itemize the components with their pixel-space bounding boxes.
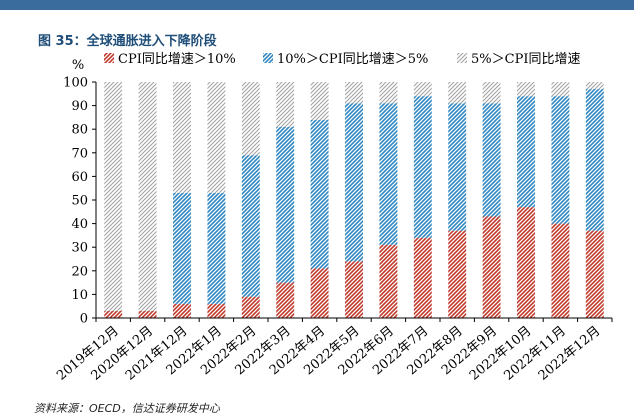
bar-segment-2-6	[310, 82, 329, 120]
y-tick-label-90: 90	[71, 99, 88, 114]
bar-segment-1-3	[207, 192, 226, 304]
bar-segment-1-8	[379, 103, 398, 245]
bar-segment-2-3	[207, 82, 226, 193]
y-tick-label-70: 70	[71, 146, 88, 161]
bar-segment-2-5	[276, 82, 295, 127]
y-tick-label-100: 100	[63, 76, 88, 91]
legend-label-0: CPI同比增速＞10%	[118, 52, 236, 67]
source-note: 资料来源：OECD，信达证券研发中心	[34, 402, 220, 415]
bar-segment-1-12	[517, 96, 535, 208]
y-tick-label-20: 20	[71, 264, 88, 279]
bar-segment-1-4	[241, 155, 260, 297]
bar-segment-0-3	[207, 303, 226, 318]
bar-segment-1-13	[551, 96, 570, 224]
y-tick-label-60: 60	[71, 170, 88, 185]
bar-segment-1-9	[413, 96, 432, 238]
header-bar	[0, 0, 634, 10]
legend-label-1: 10%＞CPI同比增速＞5%	[277, 52, 428, 67]
bar-segment-0-0	[104, 310, 123, 318]
bar-segment-2-9	[413, 82, 432, 97]
bar-segment-0-8	[379, 244, 398, 318]
bar-segment-0-12	[517, 207, 535, 318]
bar-segment-1-5	[276, 126, 295, 283]
bar-segment-1-14	[585, 89, 604, 231]
bar-segment-1-11	[482, 103, 501, 217]
bar-segment-0-7	[345, 261, 363, 318]
y-tick-label-10: 10	[71, 288, 88, 303]
bar-segment-2-14	[585, 82, 604, 90]
bar-segment-0-9	[413, 237, 432, 318]
y-tick-label-0: 0	[80, 312, 88, 327]
bar-segment-0-4	[241, 296, 260, 318]
figure-title: 图 35：全球通胀进入下降阶段	[38, 34, 217, 49]
bar-segment-0-13	[551, 223, 570, 318]
bar-segment-0-1	[138, 310, 157, 318]
y-tick-label-80: 80	[71, 123, 88, 138]
bar-segment-0-5	[276, 282, 295, 318]
bar-segment-0-10	[448, 230, 467, 318]
bar-segment-2-11	[482, 82, 501, 104]
bar-segment-2-4	[241, 82, 260, 156]
bar-segment-0-11	[482, 216, 501, 318]
legend-swatch-0	[104, 53, 114, 63]
bar-segment-2-1	[138, 82, 157, 311]
legend-swatch-1	[263, 53, 273, 63]
bar-segment-1-2	[173, 192, 191, 304]
bar-segment-1-10	[448, 103, 467, 231]
y-tick-label-30: 30	[71, 241, 88, 256]
bar-segment-1-6	[310, 119, 329, 269]
bar-segment-0-2	[173, 303, 191, 318]
legend-label-2: 5%＞CPI同比增速	[471, 52, 580, 67]
bar-segment-2-10	[448, 82, 467, 104]
bar-segment-2-8	[379, 82, 398, 104]
bar-segment-2-13	[551, 82, 570, 97]
bar-segment-2-7	[345, 82, 363, 104]
y-tick-label-50: 50	[71, 194, 88, 209]
legend-swatch-2	[457, 53, 467, 63]
bar-segment-0-6	[310, 268, 329, 318]
bar-segment-0-14	[585, 230, 604, 318]
y-axis-label: %	[72, 58, 84, 73]
bar-segment-1-7	[345, 103, 363, 262]
bar-segment-2-2	[173, 82, 191, 193]
y-tick-label-40: 40	[71, 217, 88, 232]
bar-segment-2-12	[517, 82, 535, 97]
bar-segment-2-0	[104, 82, 123, 311]
